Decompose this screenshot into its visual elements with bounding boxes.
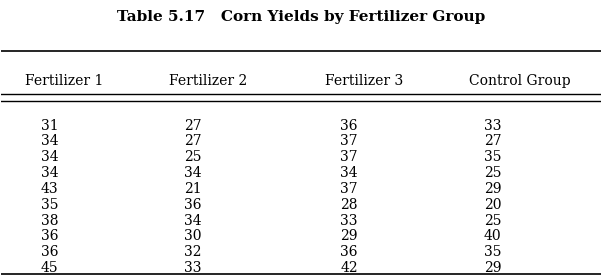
Text: 35: 35 bbox=[484, 150, 501, 164]
Text: 25: 25 bbox=[484, 214, 501, 228]
Text: 37: 37 bbox=[340, 182, 358, 196]
Text: 36: 36 bbox=[40, 245, 58, 259]
Text: 38: 38 bbox=[40, 214, 58, 228]
Text: 29: 29 bbox=[340, 230, 358, 244]
Text: 35: 35 bbox=[484, 245, 501, 259]
Text: 29: 29 bbox=[484, 261, 501, 275]
Text: 28: 28 bbox=[340, 198, 358, 212]
Text: 34: 34 bbox=[184, 166, 202, 180]
Text: 31: 31 bbox=[40, 118, 58, 132]
Text: 36: 36 bbox=[184, 198, 202, 212]
Text: 34: 34 bbox=[340, 166, 358, 180]
Text: 40: 40 bbox=[484, 230, 501, 244]
Text: 36: 36 bbox=[340, 245, 358, 259]
Text: 27: 27 bbox=[184, 118, 202, 132]
Text: 33: 33 bbox=[184, 261, 202, 275]
Text: 21: 21 bbox=[184, 182, 202, 196]
Text: 37: 37 bbox=[340, 134, 358, 148]
Text: 25: 25 bbox=[184, 150, 202, 164]
Text: 33: 33 bbox=[484, 118, 501, 132]
Text: 45: 45 bbox=[40, 261, 58, 275]
Text: 37: 37 bbox=[340, 150, 358, 164]
Text: 27: 27 bbox=[484, 134, 501, 148]
Text: 32: 32 bbox=[184, 245, 202, 259]
Text: Control Group: Control Group bbox=[469, 74, 571, 88]
Text: 20: 20 bbox=[484, 198, 501, 212]
Text: 35: 35 bbox=[40, 198, 58, 212]
Text: Fertilizer 2: Fertilizer 2 bbox=[169, 74, 247, 88]
Text: 34: 34 bbox=[40, 166, 58, 180]
Text: 29: 29 bbox=[484, 182, 501, 196]
Text: 36: 36 bbox=[40, 230, 58, 244]
Text: 43: 43 bbox=[40, 182, 58, 196]
Text: 42: 42 bbox=[340, 261, 358, 275]
Text: 27: 27 bbox=[184, 134, 202, 148]
Text: Fertilizer 3: Fertilizer 3 bbox=[325, 74, 403, 88]
Text: 30: 30 bbox=[184, 230, 202, 244]
Text: 36: 36 bbox=[340, 118, 358, 132]
Text: 34: 34 bbox=[40, 134, 58, 148]
Text: Table 5.17   Corn Yields by Fertilizer Group: Table 5.17 Corn Yields by Fertilizer Gro… bbox=[117, 10, 485, 24]
Text: Fertilizer 1: Fertilizer 1 bbox=[25, 74, 104, 88]
Text: 34: 34 bbox=[184, 214, 202, 228]
Text: 34: 34 bbox=[40, 150, 58, 164]
Text: 25: 25 bbox=[484, 166, 501, 180]
Text: 33: 33 bbox=[340, 214, 358, 228]
